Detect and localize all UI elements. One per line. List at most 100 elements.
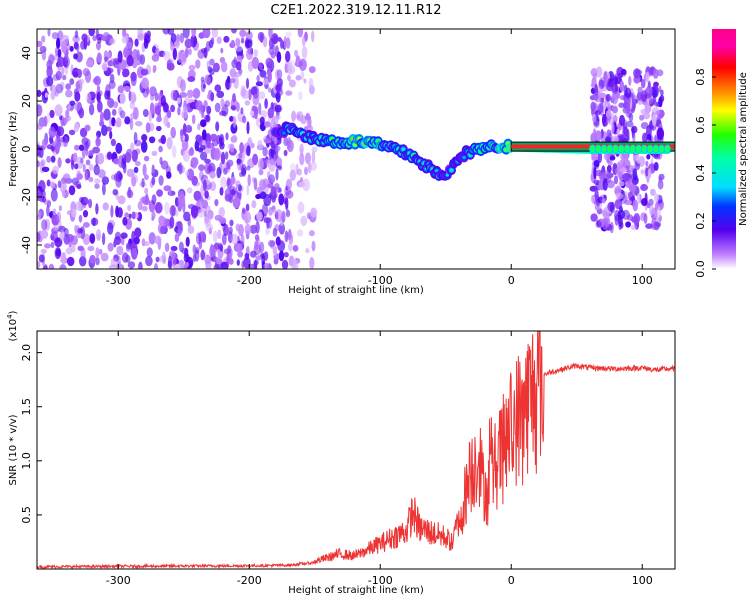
spectrogram-noise-blob [240,107,243,114]
spectrogram-noise-blob [654,193,659,202]
ridge-core [402,148,405,151]
spectrogram-noise-blob [246,166,250,171]
snr-scale-suffix: ) [8,310,19,314]
spectrogram-noise-blob [47,180,51,187]
spectrogram-noise-blob [77,228,83,234]
spectrogram-noise-blob [221,61,228,72]
spectrogram-noise-blob [95,137,100,146]
spectrogram-noise-blob [265,58,272,67]
spectrogram-noise-blob [640,109,647,114]
spectrogram-noise-blob [74,163,78,169]
spectrogram-noise-blob [246,121,249,134]
spectrogram-noise-blob [299,153,304,165]
spectrogram-noise-blob [271,51,276,59]
colorbar-tick-label: 0.2 [694,212,707,230]
spectrogram-noise-blob [103,109,110,121]
spectrogram-noise-blob [610,202,615,213]
spectrogram-noise-blob [102,64,108,71]
spectrogram-noise-blob [170,105,175,112]
spectrogram-noise-blob [618,215,623,227]
spectrogram-noise-blob [69,130,75,136]
spectrogram-noise-blob [268,26,273,39]
spectrogram-noise-blob [56,38,60,49]
spectrogram-noise-blob [50,181,55,188]
spectrogram-noise-blob [593,121,599,128]
spectrogram-noise-blob [59,230,65,241]
spectrogram-noise-blob [205,205,210,213]
spectrogram-noise-blob [165,243,170,252]
spectrogram-noise-blob [108,243,114,252]
spectrogram-noise-blob [654,162,659,171]
figure: C2E1.2022.319.12.11.R12 -300-200-1000100… [0,0,750,600]
spectrogram-noise-blob [219,142,225,150]
spectrogram-noise-blob [134,167,139,173]
spectrogram-noise-blob [41,219,47,230]
spectrogram-noise-blob [238,185,242,192]
spectrogram-noise-blob [144,156,149,162]
spectrogram-noise-blob [649,205,654,216]
spectrogram-noise-blob [603,178,608,191]
spectrogram-noise-blob [252,86,259,99]
spectrogram-noise-blob [224,248,231,254]
spectrogram-noise-blob [143,109,149,117]
spectrogram-noise-blob [214,264,221,272]
spectrogram-noise-blob [122,154,126,165]
spectrogram-noise-blob [97,37,101,44]
spectrogram-noise-blob [641,169,644,174]
spectrogram-noise-blob [121,232,128,238]
ridge-dot [618,145,624,153]
spectrogram-noise-blob [144,188,148,195]
spectrogram-noise-blob [180,79,186,92]
spectrogram-noise-blob [141,77,149,88]
spectrogram-noise-blob [198,199,202,205]
spectrogram-x-tick-label: 0 [508,274,515,287]
snr-panel: -300-200-1000100 0.51.01.52.0 Height of … [6,310,675,596]
spectrogram-noise-blob [182,106,188,118]
spectrogram-noise-blob [107,68,114,74]
spectrogram-noise-blob [161,95,166,106]
spectrogram-noise-blob [58,180,62,188]
spectrogram-noise-blob [621,69,627,75]
spectrogram-noise-blob [101,253,109,262]
spectrogram-noise-blob [151,177,155,186]
spectrogram-noise-blob [287,75,291,81]
spectrogram-noise-blob [162,25,170,35]
spectrogram-noise-blob [87,246,94,251]
spectrogram-panel: -300-200-1000100 -40-2002040 Height of s… [8,25,675,296]
spectrogram-noise-blob [259,180,266,191]
spectrogram-noise-blob [177,97,181,103]
spectrogram-noise-blob [202,129,207,140]
spectrogram-noise-blob [46,66,52,78]
spectrogram-noise-blob [132,150,138,162]
spectrogram-noise-blob [178,162,182,174]
spectrogram-noise-blob [657,127,664,140]
spectrogram-noise-blob [51,242,55,248]
figure-title: C2E1.2022.319.12.11.R12 [270,3,441,18]
spectrogram-noise-blob [86,160,91,166]
spectrogram-noise-blob [220,187,224,196]
spectrogram-noise-blob [253,49,258,57]
spectrogram-noise-blob [255,194,261,199]
spectrogram-noise-blob [231,105,237,110]
spectrogram-noise-blob [168,256,172,268]
spectrogram-noise-blob [625,88,631,99]
spectrogram-noise-blob [644,213,648,224]
spectrogram-noise-blob [304,167,308,175]
spectrogram-noise-blob [42,196,46,203]
spectrogram-noise-blob [172,145,177,158]
spectrogram-noise-blob [221,152,225,165]
spectrogram-noise-blob [53,208,57,215]
spectrogram-noise-blob [65,158,70,163]
spectrogram-noise-blob [636,157,641,164]
spectrogram-noise-blob [200,250,205,261]
spectrogram-noise-blob [645,161,648,167]
spectrogram-x-tick-label: -300 [106,274,131,287]
spectrogram-noise-blob [162,251,166,261]
spectrogram-noise-blob [188,225,195,234]
spectrogram-noise-blob [207,77,211,86]
spectrogram-noise-blob [634,95,638,105]
spectrogram-noise-blob [52,166,59,175]
spectrogram-noise-blob [629,113,634,122]
spectrogram-noise-blob [158,215,165,225]
spectrogram-noise-blob [92,217,96,226]
